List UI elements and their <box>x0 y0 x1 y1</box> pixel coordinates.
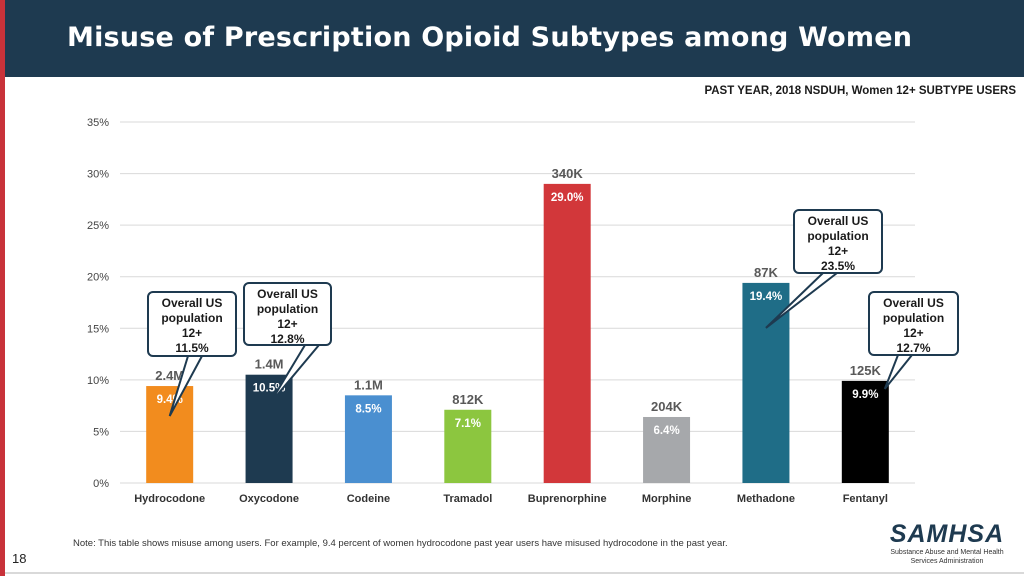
bar-count-label: 1.4M <box>255 357 284 372</box>
bar-morphine <box>643 416 691 483</box>
bar-value-label: 19.4% <box>750 291 783 303</box>
header-bar: Misuse of Prescription Opioid Subtypes a… <box>5 0 1024 77</box>
y-tick-label: 10% <box>87 375 109 387</box>
bar-codeine <box>344 395 392 483</box>
callout-line: Overall US <box>807 214 869 228</box>
bar-count-label: 812K <box>452 392 484 407</box>
callout-pointer <box>883 354 913 390</box>
bar-count-label: 125K <box>850 363 882 378</box>
callout-line: 12+ <box>277 317 298 331</box>
x-tick-label: Tramadol <box>443 493 492 505</box>
bar-value-label: 8.5% <box>355 403 381 415</box>
y-tick-label: 20% <box>87 272 109 284</box>
bar-count-label: 2.4M <box>155 368 184 383</box>
callout-line: 12+ <box>827 244 849 258</box>
chart-note: Note: This table shows misuse among user… <box>73 538 728 549</box>
bar-value-label: 29.0% <box>551 192 584 204</box>
callout-line: 12.8% <box>270 332 305 346</box>
y-tick-label: 30% <box>87 169 109 181</box>
left-accent-bar <box>0 0 5 576</box>
chart-subtitle: PAST YEAR, 2018 NSDUH, Women 12+ SUBTYPE… <box>704 85 1016 97</box>
callout-methadone: Overall US population 12+ 23.5% <box>793 209 883 274</box>
callout-line: 12+ <box>181 326 203 340</box>
bottom-divider <box>5 572 1024 574</box>
bar-value-label: 9.9% <box>852 389 878 401</box>
x-tick-label: Hydrocodone <box>134 493 205 505</box>
callout-line: 12.7% <box>896 341 931 355</box>
x-tick-label: Methadone <box>737 493 795 505</box>
callout-line: Overall US <box>257 287 318 301</box>
callout-line: population <box>161 311 223 325</box>
y-tick-label: 25% <box>87 220 109 232</box>
y-tick-label: 5% <box>93 426 109 438</box>
callout-line: 11.5% <box>175 341 209 355</box>
bar-tramadol <box>444 409 492 483</box>
y-tick-label: 0% <box>93 478 109 490</box>
callout-pointer <box>268 344 320 406</box>
callout-oxycodone: Overall US population 12+ 12.8% <box>243 282 332 346</box>
bar-value-label: 6.4% <box>653 425 679 437</box>
bar-fentanyl <box>841 380 889 483</box>
x-tick-label: Morphine <box>642 493 692 505</box>
callout-fentanyl: Overall US population 12+ 12.7% <box>868 291 959 356</box>
callout-line: population <box>882 311 945 325</box>
x-tick-label: Buprenorphine <box>528 493 607 505</box>
bar-count-label: 87K <box>754 265 778 280</box>
bar-hydrocodone <box>146 386 194 483</box>
x-tick-label: Codeine <box>347 493 390 505</box>
callout-line: 12+ <box>903 326 924 340</box>
callout-hydrocodone: Overall US population 12+ 11.5% <box>147 291 237 357</box>
logo-subtitle-line2: Services Administration <box>910 558 984 565</box>
bar-oxycodone <box>245 374 293 483</box>
logo-wordmark: SAMHSA <box>889 520 1005 548</box>
bar-value-label: 7.1% <box>455 418 481 430</box>
callout-line: Overall US <box>161 296 223 310</box>
logo-subtitle-line1: Substance Abuse and Mental Health <box>890 549 1004 556</box>
x-tick-label: Fentanyl <box>843 493 888 505</box>
callout-line: population <box>256 302 319 316</box>
page-title: Misuse of Prescription Opioid Subtypes a… <box>67 22 913 53</box>
y-tick-label: 35% <box>87 117 109 129</box>
callout-pointer <box>168 355 203 417</box>
bar-buprenorphine <box>543 183 591 483</box>
bar-count-label: 204K <box>651 399 683 414</box>
y-tick-label: 15% <box>87 323 109 335</box>
bar-count-label: 1.1M <box>354 377 383 392</box>
x-tick-label: Oxycodone <box>239 493 299 505</box>
callout-line: population <box>807 229 869 243</box>
page-number: 18 <box>12 551 27 566</box>
samhsa-logo: SAMHSA Substance Abuse and Mental Health… <box>872 520 1022 566</box>
callout-line: Overall US <box>883 296 944 310</box>
callout-line: 23.5% <box>820 259 856 273</box>
bar-count-label: 340K <box>552 166 584 181</box>
callout-pointer <box>765 272 838 329</box>
